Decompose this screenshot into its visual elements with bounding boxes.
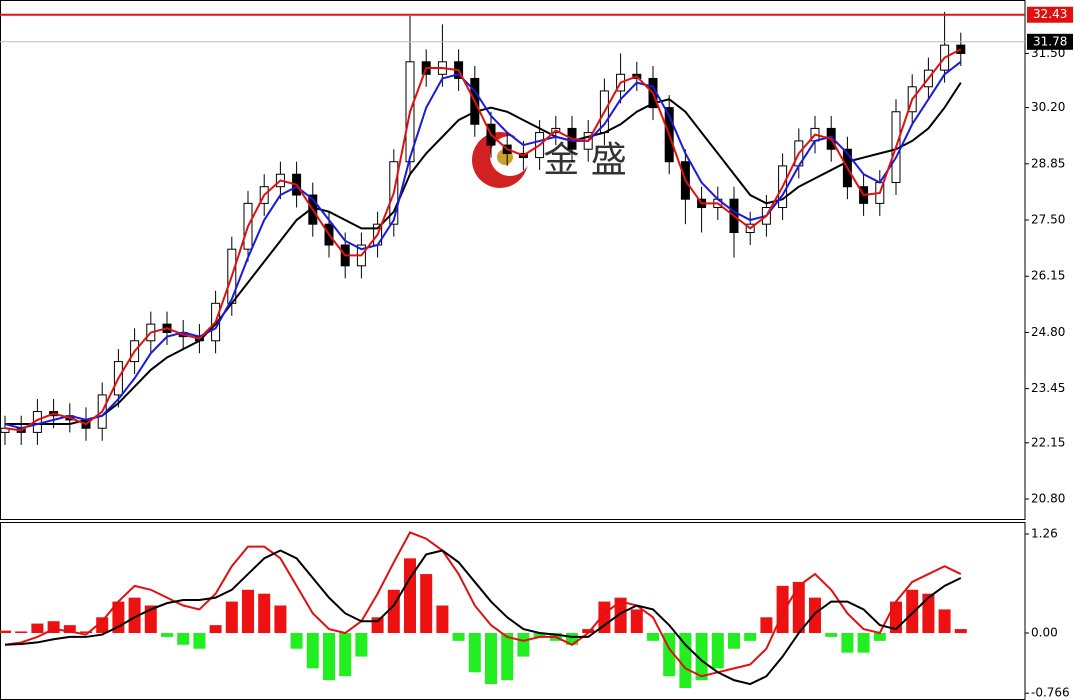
histogram-bar: [711, 633, 724, 669]
histogram-bar: [339, 633, 352, 677]
y-tick-label: -0.766: [1031, 686, 1070, 700]
histogram-bar: [128, 597, 141, 633]
histogram-bar: [695, 633, 708, 681]
price-label: 32.43: [1033, 7, 1067, 21]
histogram-bar: [922, 593, 935, 633]
price-label-box: [1027, 33, 1073, 50]
histogram-bar: [954, 629, 967, 633]
main-panel-frame: [0, 0, 1026, 520]
histogram-bar: [938, 609, 951, 633]
histogram-bar: [96, 617, 109, 633]
histogram-bar: [485, 633, 497, 685]
histogram-bar: [598, 601, 611, 633]
histogram-bar: [404, 558, 416, 633]
histogram-bar: [809, 597, 821, 633]
histogram-bar: [582, 629, 595, 633]
histogram-bar: [501, 633, 514, 681]
y-tick-label: 28.85: [1031, 156, 1065, 170]
histogram-bar: [825, 633, 838, 637]
histogram-bar: [906, 589, 919, 633]
y-tick-label: 22.15: [1031, 435, 1065, 449]
price-label: 31.78: [1033, 34, 1067, 48]
histogram-bar: [760, 617, 773, 633]
histogram-bar: [744, 633, 757, 641]
y-tick-label: 1.26: [1031, 527, 1058, 541]
histogram-bar: [323, 633, 335, 681]
histogram-bar: [517, 633, 530, 657]
y-tick-label: 26.15: [1031, 269, 1065, 283]
histogram-bar: [144, 605, 157, 633]
price-label-box: [1027, 6, 1073, 23]
indicator-line: [5, 82, 962, 426]
histogram-bar: [0, 630, 11, 633]
histogram-bar: [533, 633, 546, 637]
indicator-line: [4, 531, 962, 678]
histogram-bar: [355, 633, 368, 657]
histogram-bar: [728, 633, 740, 649]
histogram-bar: [177, 633, 190, 645]
histogram-bar: [274, 605, 287, 633]
histogram-bar: [387, 589, 400, 633]
indicator-line: [4, 61, 962, 430]
histogram-bar: [258, 593, 271, 633]
histogram-bar: [566, 633, 578, 645]
histogram-bar: [468, 633, 481, 673]
histogram-bar: [776, 585, 789, 633]
histogram-bar: [15, 631, 28, 633]
histogram-bar: [290, 633, 303, 649]
y-tick-label: 0.00: [1031, 626, 1058, 640]
y-tick-label: 27.50: [1031, 213, 1065, 227]
histogram-bar: [420, 574, 433, 633]
histogram-bar: [80, 631, 92, 633]
histogram-bar: [31, 623, 44, 633]
histogram-bar: [630, 609, 643, 633]
y-tick-label: 30.20: [1031, 100, 1065, 114]
histogram-bar: [792, 581, 805, 633]
histogram-bar: [47, 621, 60, 633]
histogram-bar: [193, 633, 206, 649]
y-tick-label: 23.45: [1031, 381, 1065, 395]
histogram-bar: [371, 617, 384, 633]
y-tick-label: 24.80: [1031, 325, 1065, 339]
indicator-line: [4, 549, 962, 686]
histogram-bar: [63, 625, 76, 633]
histogram-bar: [873, 633, 886, 641]
histogram-bar: [841, 633, 854, 653]
indicator-line: [4, 48, 962, 432]
histogram-bar: [242, 589, 254, 633]
histogram-bar: [436, 605, 449, 633]
histogram-bar: [209, 625, 222, 633]
histogram-bar: [647, 633, 659, 641]
histogram-bar: [306, 633, 319, 669]
histogram-bar: [225, 601, 238, 633]
histogram-bar: [452, 633, 465, 641]
histogram-bar: [161, 633, 173, 637]
histogram-bar: [857, 633, 870, 653]
y-tick-label: 20.80: [1031, 492, 1065, 506]
histogram-bar: [614, 597, 627, 633]
